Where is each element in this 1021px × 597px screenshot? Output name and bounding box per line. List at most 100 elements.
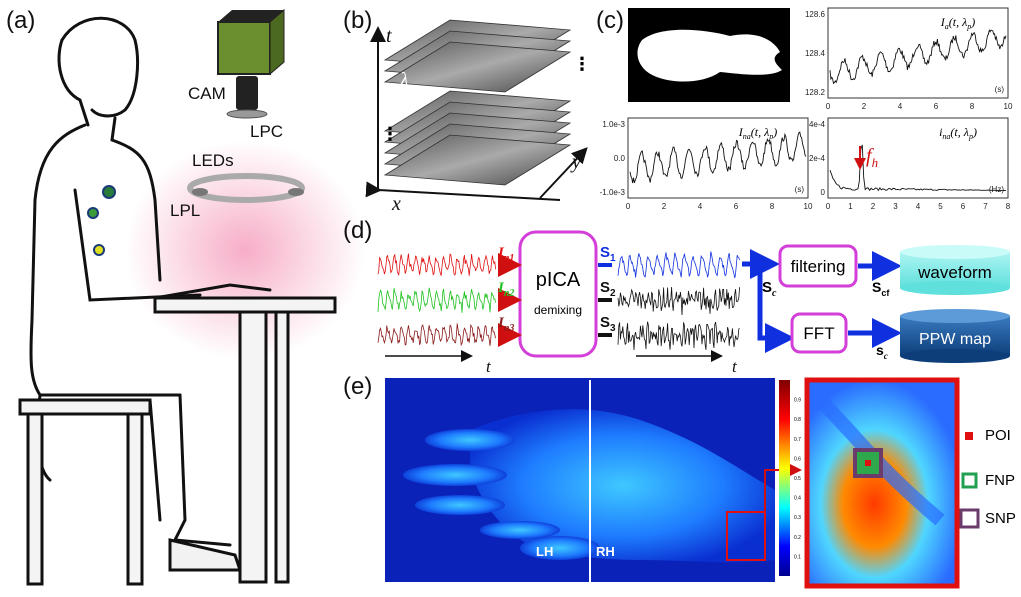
colorbar-tick-label: 0.7 [794, 437, 801, 443]
fft-label: FFT [803, 324, 834, 343]
output-label: S1 [600, 244, 616, 264]
time-label: t [732, 357, 738, 376]
x-tick-label: 4 [898, 102, 903, 111]
lpc-filter [227, 110, 267, 118]
x-tick-label: 10 [804, 202, 813, 211]
y-tick-label: 4e-4 [809, 120, 826, 129]
x-tick-label: 0 [826, 102, 831, 111]
x-tick-label: 8 [770, 202, 775, 211]
x-tick-label: 10 [1004, 102, 1013, 111]
argument: ) [772, 125, 777, 139]
colorbar-tick-label: 0.1 [794, 554, 801, 560]
image-stack: ⋮⋮ [381, 20, 591, 185]
hand-mask [637, 30, 782, 82]
lpl [288, 188, 304, 196]
ellipsis: ⋮ [573, 54, 591, 74]
colorbar-tick-label: 0.5 [794, 476, 801, 482]
input-label: In3 [497, 315, 514, 334]
subscript: 3 [610, 323, 616, 334]
box-subtitle: demixing [534, 303, 582, 317]
subscript: 1 [610, 253, 616, 264]
legend-label: SNP [985, 510, 1016, 527]
waveform-label: waveform [917, 263, 992, 282]
y-tick-label: -1.0e-3 [600, 188, 626, 197]
axis-label: x [391, 193, 401, 215]
signal [378, 323, 496, 345]
figure: (a) CAM LPC LEDs LPL [0, 0, 1021, 592]
x-tick-label: 6 [934, 102, 939, 111]
y-tick-label: 0.0 [614, 154, 626, 163]
panel-e: (e) LH RH 0.90.80.70.60.50.40.30.20.1POI… [343, 373, 1016, 586]
y-tick-label: 128.6 [805, 10, 826, 19]
colorbar-tick-label: 0.4 [794, 496, 801, 502]
output-label: S3 [600, 314, 616, 334]
panel-label: (e) [343, 373, 372, 400]
panel-d: (d) pICA demixing t t Sc filtering FFT S… [343, 217, 1010, 376]
x-tick-label: 4 [916, 202, 921, 211]
legend-label: POI [985, 427, 1011, 444]
sc2-label: sc [876, 342, 888, 361]
symbol: S [600, 244, 610, 261]
unit-label: (s) [795, 185, 805, 194]
y-tick-label: 128.4 [805, 49, 826, 58]
ellipsis: ⋮ [381, 124, 399, 144]
colorbar-tick-label: 0.2 [794, 535, 801, 541]
signal [618, 287, 740, 315]
y-tick-label: 1.0e-3 [602, 120, 625, 129]
subscript: 2 [610, 288, 616, 299]
panel-a: (a) CAM LPC LEDs LPL [6, 7, 365, 584]
symbol: S [600, 314, 610, 331]
argument: ) [972, 125, 977, 139]
unit-label: (Hz) [989, 185, 1004, 194]
camera-side [270, 10, 284, 74]
signal [378, 288, 496, 313]
x-tick-label: 0 [626, 202, 631, 211]
subscript: na [942, 132, 950, 141]
colorbar-tick-label: 0.9 [794, 398, 801, 404]
sensor [103, 186, 115, 198]
legend-snp [961, 510, 978, 527]
lh-label: LH [536, 544, 553, 559]
legend-label: FNP [985, 472, 1015, 489]
y-tick-label: 2e-4 [809, 154, 826, 163]
x-tick-label: 2 [871, 202, 876, 211]
axis-label: y [570, 151, 581, 173]
unit-label: (s) [995, 85, 1005, 94]
label: CAM [188, 84, 226, 103]
x-tick-label: 7 [983, 202, 988, 211]
x-tick-label: 5 [938, 202, 943, 211]
x-tick-label: 3 [893, 202, 898, 211]
panel-b: (b) ⋮⋮ t x y λp [343, 7, 591, 215]
signal [618, 252, 740, 279]
pica-box [520, 232, 596, 356]
x-tick-label: 4 [698, 202, 703, 211]
subscript: h [872, 155, 879, 170]
input-label: In1 [497, 245, 514, 264]
plot-frame [828, 8, 1008, 98]
x-tick-label: 2 [862, 102, 867, 111]
lpl [192, 188, 208, 196]
x-tick-label: 6 [734, 202, 739, 211]
axis-label: t [386, 25, 392, 47]
label: LPC [250, 122, 283, 141]
panel-label: (b) [343, 7, 372, 34]
argument: (t, λ [949, 15, 968, 29]
legend-poi [965, 432, 973, 440]
subscript: na [743, 132, 751, 141]
x-tick-label: 1 [848, 202, 853, 211]
panel-label: (a) [6, 7, 35, 34]
poi-marker [865, 460, 871, 466]
x-tick-label: 6 [961, 202, 966, 211]
ppw-label: PPW map [919, 331, 991, 348]
camera [218, 22, 270, 74]
y-tick-label: 0 [821, 188, 826, 197]
subscript: n1 [504, 253, 515, 264]
argument: ) [970, 15, 975, 29]
scf-label: Scf [872, 279, 890, 298]
x-tick-label: 2 [662, 202, 667, 211]
plot-frame [828, 118, 1008, 198]
signal [378, 254, 496, 276]
sc-label: Sc [762, 279, 777, 299]
symbol: S [600, 279, 610, 296]
